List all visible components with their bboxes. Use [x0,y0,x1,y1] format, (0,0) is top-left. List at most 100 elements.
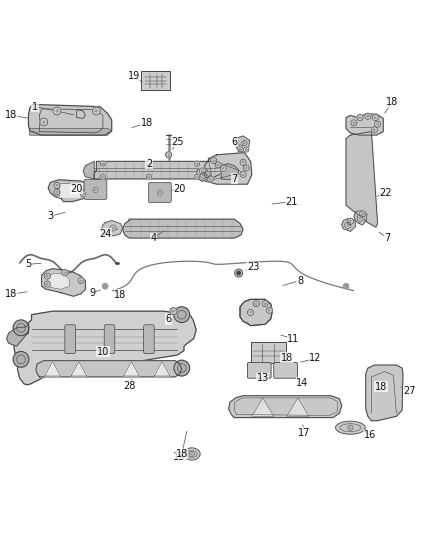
Circle shape [199,168,205,174]
Circle shape [13,351,29,367]
Polygon shape [123,219,243,238]
Circle shape [174,360,190,376]
Text: 5: 5 [25,260,32,269]
Text: 18: 18 [5,289,17,299]
FancyBboxPatch shape [84,179,107,199]
Text: 16: 16 [364,430,376,440]
Text: 6: 6 [166,314,172,324]
Circle shape [146,174,152,179]
Circle shape [174,307,190,322]
Text: 18: 18 [114,290,127,300]
Circle shape [372,115,378,120]
Text: 13: 13 [257,373,269,383]
Text: 3: 3 [47,211,53,221]
Circle shape [357,115,363,120]
Text: 28: 28 [123,381,135,391]
Polygon shape [83,161,94,179]
Polygon shape [42,269,85,296]
Circle shape [253,301,259,307]
Text: 7: 7 [385,233,391,243]
Text: 6: 6 [231,136,237,147]
Polygon shape [48,180,94,201]
Text: 23: 23 [247,262,259,272]
Text: 10: 10 [97,347,109,357]
Circle shape [102,284,108,289]
Text: 18: 18 [5,110,17,120]
Text: 4: 4 [150,233,156,243]
Polygon shape [196,168,209,181]
Circle shape [194,174,200,179]
Polygon shape [28,104,112,135]
Circle shape [170,308,177,314]
Circle shape [365,113,371,119]
Circle shape [204,172,210,177]
Circle shape [215,162,221,168]
Polygon shape [221,164,239,180]
Circle shape [189,451,194,457]
Polygon shape [342,219,356,231]
FancyBboxPatch shape [141,71,170,91]
Circle shape [100,174,106,179]
Circle shape [146,161,152,166]
FancyBboxPatch shape [148,182,171,203]
Text: 18: 18 [141,118,153,128]
Polygon shape [30,128,112,135]
Circle shape [13,320,29,336]
Polygon shape [14,311,196,385]
Text: 21: 21 [285,197,297,207]
Polygon shape [36,361,182,377]
Text: 1: 1 [32,102,38,111]
Polygon shape [59,183,81,197]
Text: 11: 11 [287,334,300,344]
Polygon shape [101,221,123,236]
Circle shape [374,121,381,127]
Text: 8: 8 [297,276,303,286]
Text: 15: 15 [173,452,186,462]
Polygon shape [366,365,403,421]
Ellipse shape [184,448,200,460]
Polygon shape [47,273,69,289]
Polygon shape [287,398,309,416]
Circle shape [240,172,246,177]
Text: 25: 25 [171,136,184,147]
Text: 9: 9 [89,288,95,298]
Polygon shape [354,211,367,225]
Polygon shape [229,395,342,418]
Polygon shape [154,361,170,376]
Text: 18: 18 [375,382,387,392]
Circle shape [360,211,366,217]
Circle shape [54,189,60,195]
Text: 18: 18 [176,449,188,459]
Circle shape [54,182,60,189]
Circle shape [44,273,50,279]
Circle shape [92,107,100,115]
Circle shape [211,157,217,164]
Circle shape [237,271,240,275]
FancyBboxPatch shape [251,342,286,364]
Circle shape [343,284,349,289]
Circle shape [243,165,249,171]
Circle shape [100,161,106,166]
FancyBboxPatch shape [247,362,271,378]
Polygon shape [124,361,139,376]
Polygon shape [7,324,28,346]
Circle shape [110,225,116,231]
Circle shape [242,140,247,146]
Circle shape [240,159,246,165]
Circle shape [166,152,172,158]
Circle shape [81,191,86,197]
Circle shape [201,172,207,179]
Circle shape [235,269,243,277]
Circle shape [262,301,268,307]
Text: 19: 19 [127,71,140,81]
Circle shape [357,215,363,221]
Circle shape [53,107,61,115]
Polygon shape [240,300,272,326]
Polygon shape [71,361,87,376]
Text: 14: 14 [296,377,308,387]
Polygon shape [202,152,252,184]
Circle shape [347,219,353,224]
Polygon shape [94,161,221,179]
Polygon shape [234,136,250,152]
Circle shape [345,222,351,229]
